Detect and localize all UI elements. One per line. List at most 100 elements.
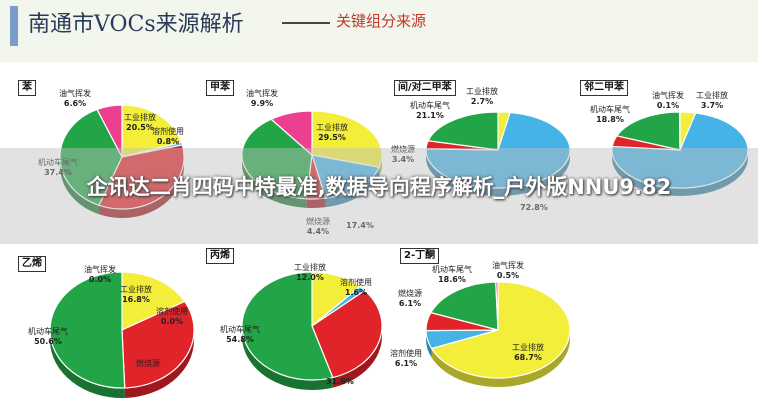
pie-slice-工业排放 (430, 281, 571, 379)
slice-value-label: 21.1% (416, 111, 444, 120)
slice-value-label: 16.8% (122, 295, 150, 304)
header-divider (282, 22, 330, 24)
header-accent-bar (10, 6, 18, 46)
pie-slice-side (124, 330, 194, 398)
pie-slice-机动车尾气 (615, 111, 681, 151)
pie-slice-side (306, 198, 326, 208)
slice-value-label: 0.1% (657, 101, 679, 110)
pie-slice-side (426, 150, 570, 196)
pie-slice-机动车尾气 (241, 271, 334, 381)
slice-value-label: 20.5% (126, 123, 154, 132)
slice-value-label: 3.4% (392, 155, 414, 164)
watermark-text: 企讯达二肖四码中特最准,数据导向程序解析_户外版NNU9.82 (86, 175, 672, 199)
slice-category-label: 工业排放 (696, 90, 728, 100)
slice-value-label: 54.8% (226, 335, 254, 344)
slice-category-label: 溶剂使用 (390, 348, 422, 358)
slice-category-label: 工业排放 (316, 122, 348, 132)
slice-value-label: 31.6% (326, 377, 354, 386)
slice-category-label: 燃烧源 (306, 216, 330, 226)
slice-category-label: 工业排放 (294, 262, 326, 272)
pie-slice-机动车尾气 (429, 281, 499, 331)
page-title: 南通市VOCs来源解析 (28, 12, 244, 37)
slice-category-label: 工业排放 (120, 284, 152, 294)
slice-category-label: 工业排放 (512, 342, 544, 352)
pie-slice-油气挥发 (96, 104, 123, 158)
slice-category-label: 工业排放 (124, 112, 156, 122)
pie-slice-side (325, 167, 380, 208)
slice-value-label: 0.0% (89, 275, 111, 284)
slice-category-label: 油气挥发 (492, 260, 524, 270)
slice-category-label: 机动车尾气 (38, 157, 78, 167)
panel-label-toluene: 甲苯 (206, 80, 234, 96)
slice-category-label: 机动车尾气 (432, 264, 472, 274)
page-subtitle: 关键组分来源 (336, 12, 427, 30)
slice-value-label: 0.5% (497, 271, 519, 280)
pie-slice-机动车尾气 (241, 118, 313, 200)
panel-label-ethylene: 乙烯 (18, 256, 46, 272)
panel-label-mp-xylene: 间/对二甲苯 (394, 80, 456, 96)
slice-category-label: 机动车尾气 (590, 104, 630, 114)
pie-slice-side (332, 326, 382, 388)
pie-slice-油气挥发 (495, 281, 499, 331)
pie-slice-side (242, 155, 307, 208)
slice-value-label: 6.6% (64, 99, 86, 108)
pie-slice-side (99, 157, 184, 218)
pie-slice-机动车尾气 (59, 108, 123, 207)
slice-category-label: 机动车尾气 (410, 100, 450, 110)
slice-category-label: 油气挥发 (84, 264, 116, 274)
slice-value-label: 2.7% (471, 97, 493, 106)
pie-slice-溶剂使用 (311, 154, 381, 199)
slice-category-label: 油气挥发 (246, 88, 278, 98)
pie-slice-燃烧源 (121, 300, 195, 389)
slice-category-label: 燃烧源 (136, 358, 160, 368)
slice-value-label: 1.6% (345, 288, 367, 297)
panel-label-butanone: 2-丁酮 (400, 248, 440, 264)
slice-category-label: 溶剂使用 (340, 277, 372, 287)
pie-slice-燃烧源 (311, 289, 383, 379)
pie-slice-side (242, 326, 333, 391)
slice-category-label: 燃烧源 (398, 288, 422, 298)
slice-value-label: 6.1% (399, 299, 421, 308)
slice-value-label: 72.8% (520, 203, 548, 212)
slice-category-label: 溶剂使用 (152, 126, 184, 136)
pie-slice-side (612, 150, 748, 196)
pie-slice-工业排放 (121, 271, 186, 331)
slice-value-label: 29.5% (318, 133, 346, 142)
slice-value-label: 3.7% (701, 101, 723, 110)
slice-category-label: 工业排放 (466, 86, 498, 96)
slice-value-label: 18.8% (596, 115, 624, 124)
pie-slice-side (431, 330, 570, 387)
slice-category-label: 油气挥发 (652, 90, 684, 100)
slice-value-label: 6.1% (395, 359, 417, 368)
pie-slice-side (379, 155, 382, 177)
pie-chart-7: 工业排放68.7%溶剂使用6.1%燃烧源6.1%机动车尾气18.6%油气挥发0.… (390, 260, 571, 387)
slice-category-label: 燃烧源 (391, 144, 415, 154)
slice-value-label: 4.4% (307, 227, 329, 236)
slide-header (0, 0, 758, 62)
slice-value-label: 0.0% (161, 317, 183, 326)
slice-value-label: 17.4% (346, 221, 374, 230)
pie-slice-side (50, 330, 125, 398)
panel-label-propylene: 丙烯 (206, 248, 234, 264)
slice-value-label: 18.6% (438, 275, 466, 284)
pie-slice-side (60, 157, 100, 215)
slice-value-label: 50.6% (34, 337, 62, 346)
pie-slice-油气挥发 (270, 110, 313, 157)
slice-category-label: 油气挥发 (59, 88, 91, 98)
slice-value-label: 68.7% (514, 353, 542, 362)
slice-value-label: 37.4% (44, 168, 72, 177)
slice-value-label: 12.0% (296, 273, 324, 282)
slice-category-label: 机动车尾气 (220, 324, 260, 334)
slice-value-label: 0.8% (157, 137, 179, 146)
panel-label-benzene: 苯 (18, 80, 36, 96)
panel-label-o-xylene: 邻二甲苯 (580, 80, 628, 96)
slice-value-label: 9.9% (251, 99, 273, 108)
pie-slice-机动车尾气 (427, 111, 499, 151)
pie-slice-工业排放 (311, 110, 383, 168)
watermark-banner (0, 148, 758, 244)
